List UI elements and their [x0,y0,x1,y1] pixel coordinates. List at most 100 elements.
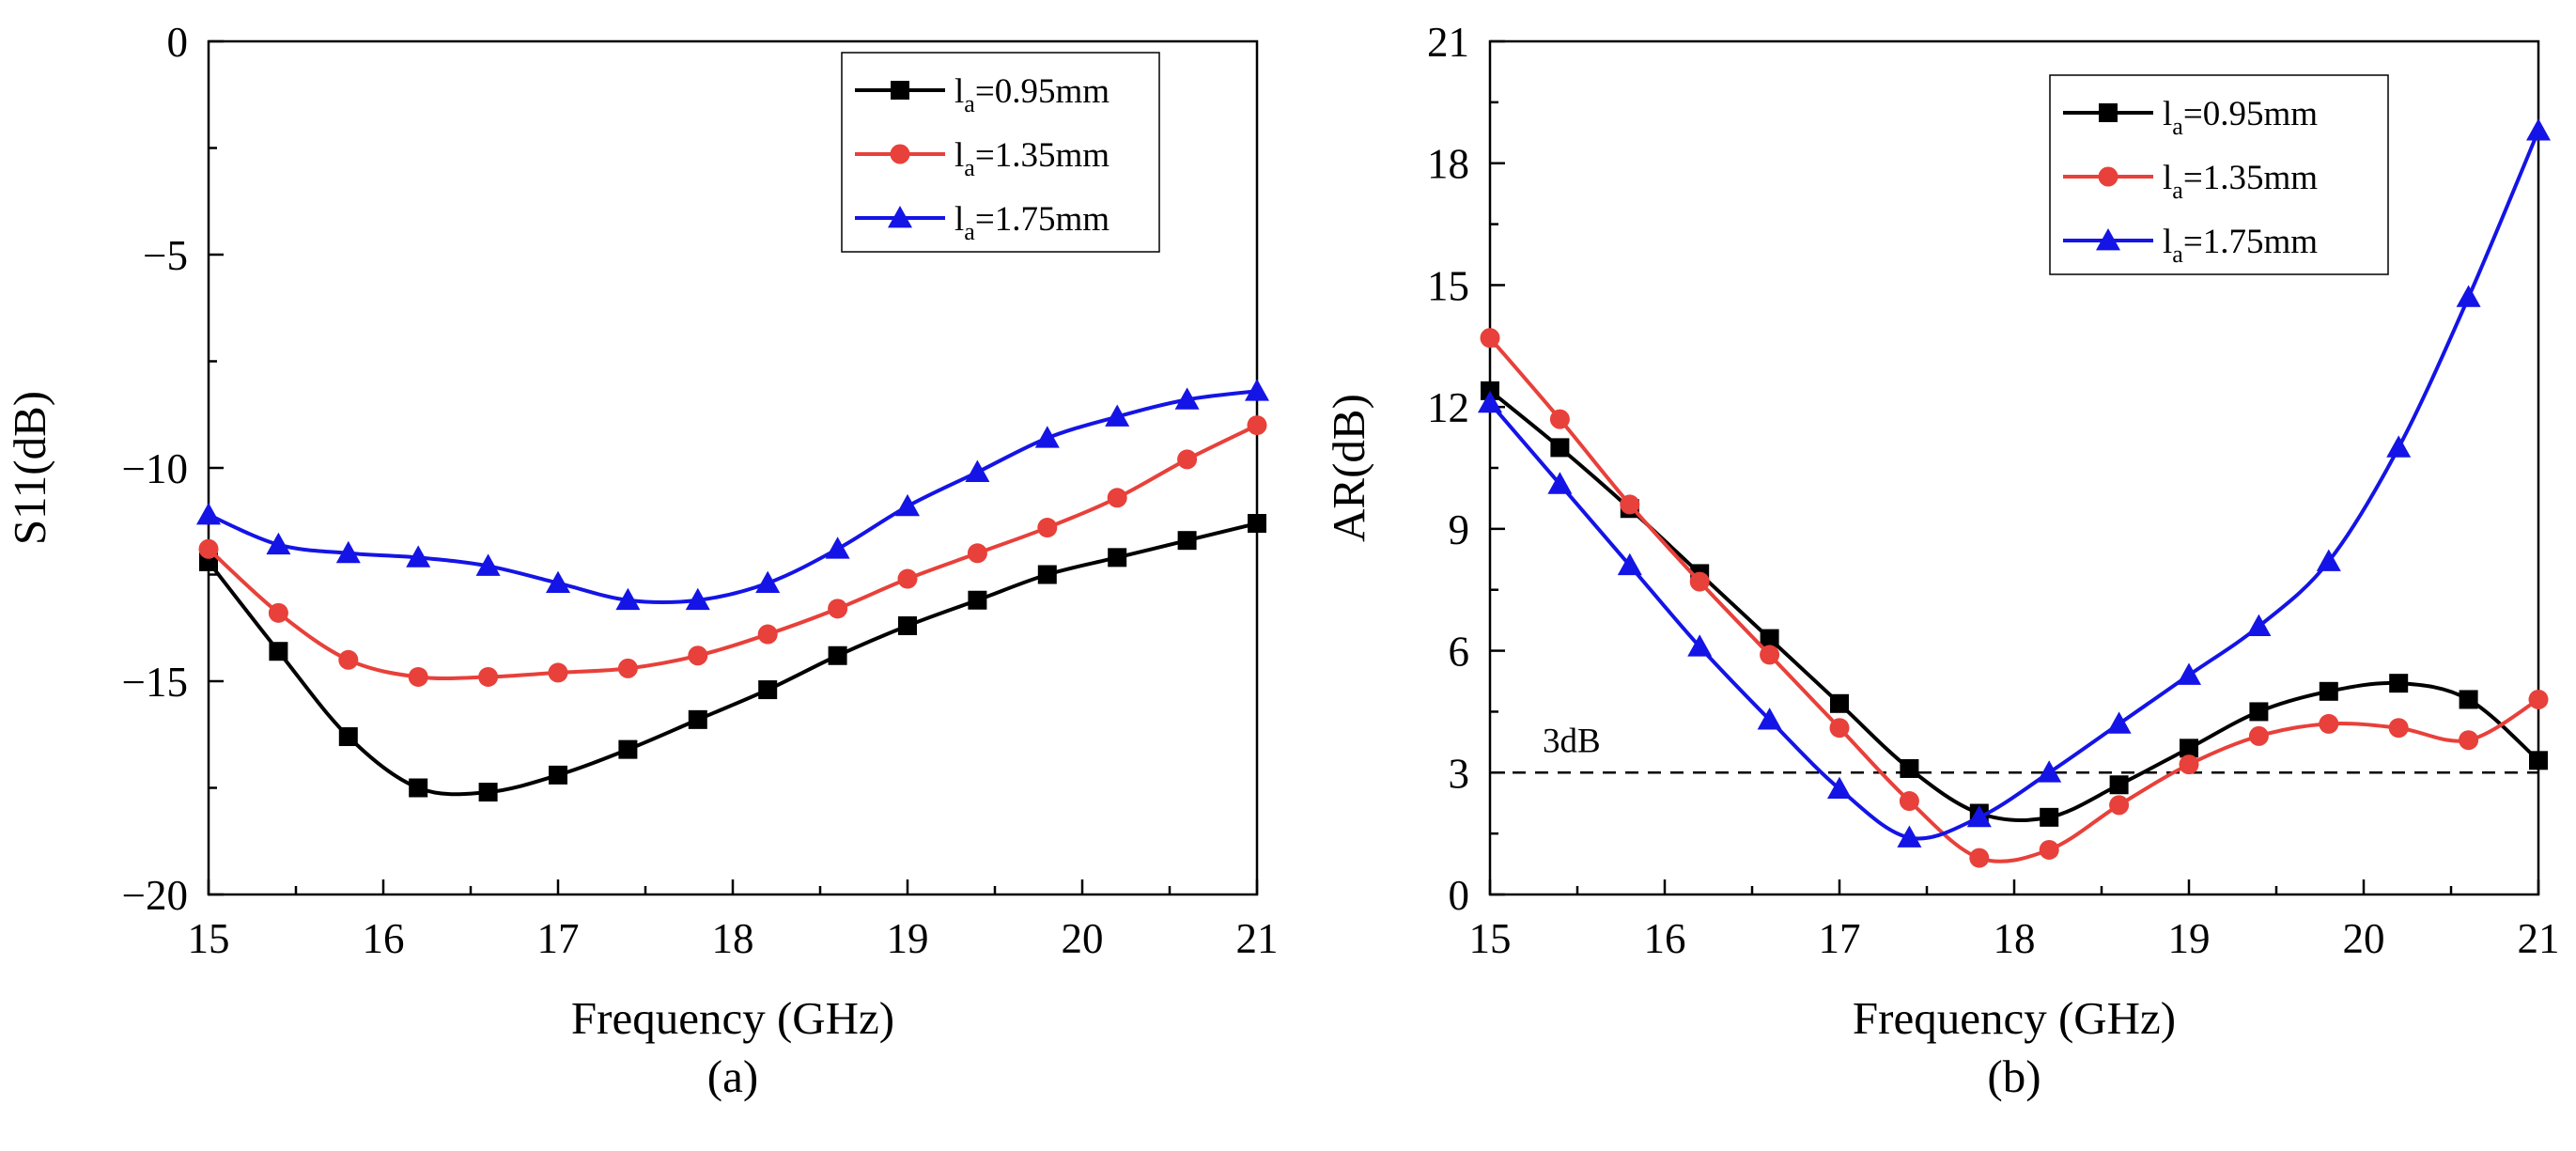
x-tick-label: 15 [188,915,230,962]
legend-label-subscript: a [2172,113,2183,140]
data-point [758,680,778,700]
data-point [618,739,638,759]
legend-label-subscript: a [2172,241,2183,268]
data-point [1827,776,1852,799]
legend-label: la=1.35mm [954,136,1110,181]
legend-label: la=1.75mm [954,200,1110,245]
data-point [1037,565,1057,584]
data-point [1480,328,1500,349]
data-point [198,538,219,559]
x-tick-label: 20 [1062,915,1104,962]
data-point [2389,674,2409,693]
data-point [1037,518,1058,538]
data-point [1829,718,1850,739]
data-point [1177,531,1197,551]
x-axis-title: Frequency (GHz) [1853,992,2176,1044]
data-point [478,666,499,687]
panel-label: (a) [707,1050,758,1102]
data-point [2246,614,2272,637]
data-point [1248,514,1266,534]
data-point [1689,571,1710,592]
legend-item: la=0.95mm [855,72,1110,117]
y-tick-label: −20 [122,872,188,919]
data-point [2459,730,2479,751]
data-point [1247,415,1267,436]
data-point [2316,549,2341,571]
data-point [2180,739,2198,758]
data-point [828,645,847,665]
reference-line-label: 3dB [1543,722,1601,760]
legend: la=0.95mm la=1.35mm la=1.75mm [841,52,1160,253]
legend-label: la=0.95mm [2163,95,2318,140]
legend-marker [2098,166,2118,187]
legend-label-prefix: l [2163,95,2172,133]
legend-label-suffix: =1.35mm [2183,159,2318,197]
data-point [196,502,221,525]
data-point [1899,791,1919,812]
y-tick-label: 9 [1449,506,1470,553]
data-point [1177,449,1198,470]
legend-label-prefix: l [2163,223,2172,261]
data-point [2037,760,2062,783]
data-point [685,587,710,611]
series-1 [198,415,1267,687]
y-tick-label: −15 [122,659,188,706]
y-tick-label: −10 [122,445,188,492]
x-axis-title: Frequency (GHz) [571,992,894,1044]
panel-b: 15 16 17 18 19 20 21 0 3 6 9 12 15 18 21 Frequency (GHz… [1323,19,2560,1102]
legend-marker [2096,228,2120,251]
x-tick-label: 19 [2168,915,2211,962]
y-axis-title: AR(dB) [1323,394,1374,542]
legend-label-subscript: a [2172,177,2183,204]
data-point [1107,488,1127,508]
data-point [828,599,848,619]
legend-label-prefix: l [954,136,964,175]
data-point [967,543,987,564]
series-line [209,389,1257,604]
legend-label-prefix: l [954,200,964,239]
legend-label: la=0.95mm [954,72,1110,117]
series-0 [1481,381,2548,827]
legend-item: la=1.35mm [855,136,1110,181]
series-line [1490,336,2538,863]
data-point [1174,387,1200,410]
data-point [2388,718,2409,739]
data-point [549,765,567,785]
data-point [2106,711,2132,734]
data-point [338,727,358,747]
data-point [1966,804,1992,828]
data-point [965,459,990,482]
series-2 [1478,118,2551,848]
x-tick-label: 18 [712,915,754,962]
data-point [1105,404,1130,427]
data-point [2039,839,2059,860]
data-point [268,602,288,623]
legend-marker [890,144,910,164]
data-point [1034,426,1060,448]
series-0 [199,514,1266,802]
y-tick-label: 6 [1449,629,1470,676]
data-point [1245,379,1269,401]
data-point [2526,118,2551,141]
data-point [1617,552,1642,576]
legend-label-suffix: =0.95mm [975,72,1110,111]
y-tick-label: −5 [143,232,188,279]
x-tick-label: 21 [2518,915,2560,962]
series-line [209,521,1257,797]
data-point [2319,713,2339,734]
data-point [1550,438,1570,458]
legend-label-suffix: =0.95mm [2183,95,2318,133]
data-point [1757,708,1782,730]
data-point [478,783,498,802]
data-point [1830,693,1849,713]
data-point [409,778,428,798]
data-point [2319,681,2338,701]
data-point [688,645,708,666]
data-point [757,624,778,645]
legend-item: la=1.75mm [855,200,1110,245]
data-point [2249,702,2269,722]
legend-marker [2099,103,2118,122]
x-tick-label: 19 [887,915,929,962]
data-point [2040,807,2059,827]
